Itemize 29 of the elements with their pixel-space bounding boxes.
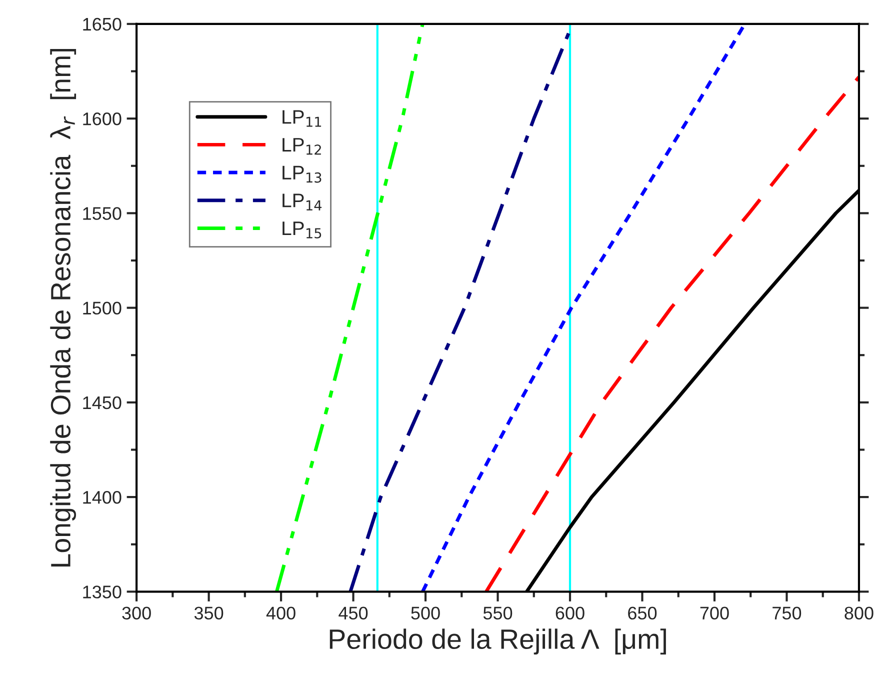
x-tick-label: 800 <box>844 606 874 620</box>
x-tick-label: 500 <box>411 606 440 620</box>
legend-label: LP$_{13}$ <box>282 166 322 183</box>
y-tick-label: 1450 <box>83 396 122 410</box>
y-tick-label: 1500 <box>83 302 122 315</box>
x-tick-label: 600 <box>556 606 584 620</box>
x-tick-label: 300 <box>122 606 151 620</box>
y-tick-label: 1350 <box>83 586 122 598</box>
x-tick-label: 450 <box>338 606 368 620</box>
line-series <box>274 24 424 592</box>
y-axis-title: Longitud de Onda de Resonancia λ$_{r}$ [nm] <box>50 49 76 566</box>
line-series <box>484 75 859 592</box>
x-tick-label: 650 <box>628 606 657 620</box>
y-tick-label: 1400 <box>83 490 122 504</box>
x-tick-label: 400 <box>266 606 296 620</box>
legend-label: LP$_{15}$ <box>282 222 322 238</box>
y-tick-label: 1550 <box>83 207 122 220</box>
y-tick-label: 1650 <box>83 18 122 31</box>
legend-label: LP$_{12}$ <box>282 138 321 155</box>
y-tick-label: 1600 <box>83 112 122 126</box>
line-series <box>348 32 570 592</box>
x-tick-label: 550 <box>483 606 512 620</box>
x-tick-label: 750 <box>772 606 802 620</box>
line-series <box>420 24 747 592</box>
x-axis-title: Periodo de la Rejilla Λ [μm] <box>330 628 666 655</box>
x-tick-label: 700 <box>700 606 729 620</box>
legend-label: LP$_{14}$ <box>282 194 322 210</box>
x-tick-label: 350 <box>194 606 224 620</box>
legend-label: LP$_{11}$ <box>282 110 322 127</box>
